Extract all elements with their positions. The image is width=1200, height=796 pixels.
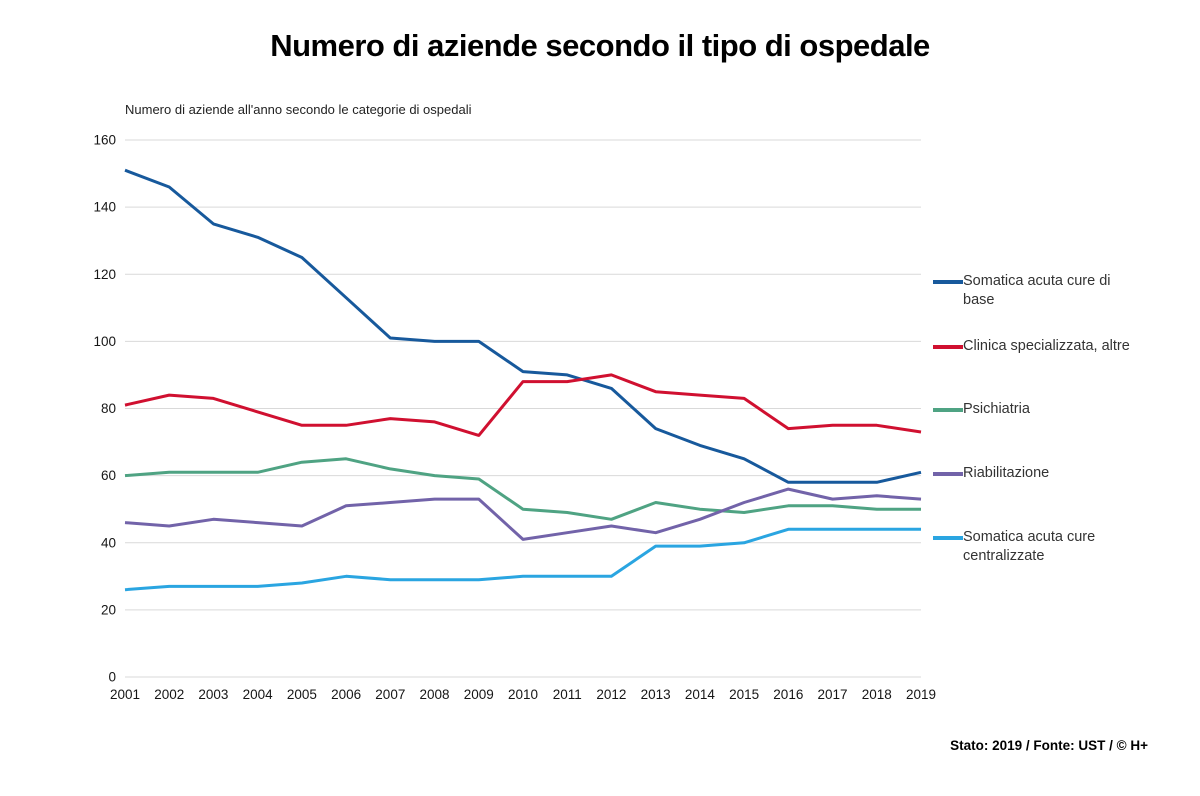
x-tick-label: 2013 — [641, 687, 671, 702]
y-tick-label: 60 — [101, 468, 116, 483]
x-tick-label: 2019 — [906, 687, 936, 702]
x-tick-label: 2016 — [773, 687, 803, 702]
series-line-3 — [124, 457, 921, 521]
x-tick-label: 2004 — [243, 687, 274, 702]
legend-item: Riabilitazione — [933, 464, 1133, 483]
legend-label: Riabilitazione — [963, 465, 1050, 481]
series-line-4 — [124, 487, 922, 541]
x-tick-label: 2008 — [420, 687, 450, 702]
legend-item: Somatica acuta cure centralizzate — [933, 528, 1133, 567]
x-tick-label: 2007 — [375, 687, 405, 702]
series-line-1 — [124, 168, 922, 484]
x-tick-label: 2003 — [198, 687, 228, 702]
x-tick-label: 2002 — [154, 687, 184, 702]
series-line-5 — [124, 527, 921, 592]
x-tick-label: 2018 — [862, 687, 892, 702]
x-tick-label: 2001 — [110, 687, 140, 702]
y-tick-label: 140 — [93, 200, 116, 215]
x-tick-label: 2014 — [685, 687, 716, 702]
x-tick-label: 2017 — [818, 687, 848, 702]
chart-footer: Stato: 2019 / Fonte: UST / © H+ — [950, 738, 1148, 753]
x-tick-label: 2010 — [508, 687, 538, 702]
y-tick-label: 100 — [93, 334, 116, 349]
y-tick-label: 0 — [108, 670, 116, 685]
legend-swatch — [933, 472, 963, 476]
y-tick-label: 20 — [101, 602, 116, 617]
legend-item: Psichiatria — [933, 400, 1133, 419]
series-line-2 — [124, 373, 922, 437]
y-tick-label: 80 — [101, 401, 116, 416]
page-title: Numero di aziende secondo il tipo di osp… — [270, 28, 930, 63]
legend-label: Somatica acuta cure di base — [963, 273, 1111, 309]
y-tick-label: 40 — [101, 535, 116, 550]
chart-subtitle: Numero di aziende all'anno secondo le ca… — [125, 102, 472, 117]
legend-swatch — [933, 345, 963, 349]
legend-swatch — [933, 280, 963, 284]
y-tick-label: 160 — [93, 133, 116, 148]
x-tick-label: 2012 — [596, 687, 626, 702]
legend-swatch — [933, 536, 963, 540]
legend-label: Clinica specializzata, altre — [963, 338, 1130, 354]
x-tick-label: 2015 — [729, 687, 759, 702]
legend-label: Psichiatria — [963, 401, 1030, 417]
y-tick-label: 120 — [93, 267, 116, 282]
x-tick-label: 2005 — [287, 687, 317, 702]
legend-swatch — [933, 408, 963, 412]
legend-item: Clinica specializzata, altre — [933, 337, 1133, 356]
legend-label: Somatica acuta cure centralizzate — [963, 529, 1096, 565]
legend-item: Somatica acuta cure di base — [933, 272, 1133, 311]
x-tick-label: 2011 — [553, 687, 582, 702]
x-tick-label: 2009 — [464, 687, 494, 702]
x-tick-label: 2006 — [331, 687, 361, 702]
